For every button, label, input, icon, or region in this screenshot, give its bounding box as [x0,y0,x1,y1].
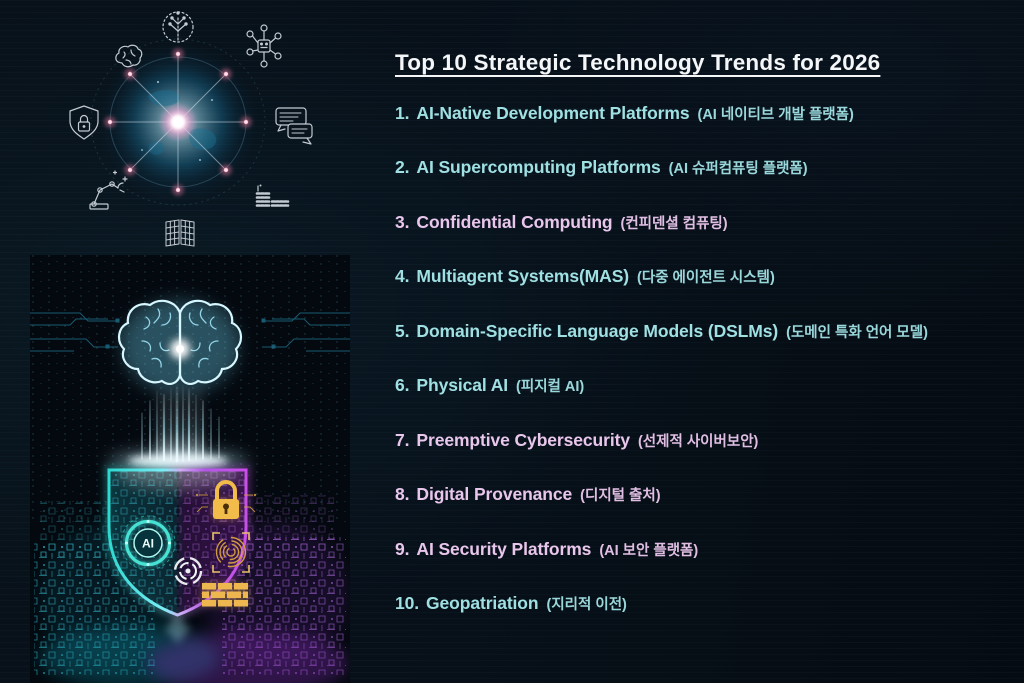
ai-circuit-tree-icon [162,11,194,43]
trend-korean: (피지컬 AI) [516,379,585,396]
trend-korean: (컨피덴셜 컴퓨팅) [620,215,728,232]
rotate-scan-icon [173,556,203,586]
trend-korean: (지리적 이전) [546,596,627,613]
trend-korean: (도메인 특화 언어 모델) [786,324,928,341]
ai-chip-label: AI [142,537,154,551]
firewall-bricks-icon [202,583,248,607]
trend-item-1: 1. AI-Native Development Platforms (AI 네… [395,103,928,157]
trend-name: Domain-Specific Language Models (DSLMs) [416,320,779,341]
trend-name: AI Supercomputing Platforms [416,157,661,178]
trend-item-2: 2. AI Supercomputing Platforms (AI 슈퍼컴퓨팅… [395,157,928,211]
page-title: Top 10 Strategic Technology Trends for 2… [395,50,881,75]
trend-name: Digital Provenance [416,484,573,505]
trend-name: Physical AI [416,375,509,396]
trend-item-4: 4. Multiagent Systems(MAS) (다중 에이전트 시스템) [395,266,928,320]
trend-item-8: 8. Digital Provenance (디지털 출처) [395,484,928,538]
robot-arm-icon [89,170,128,210]
trend-item-7: 7. Preemptive Cybersecurity (선제적 사이버보안) [395,430,928,484]
molecule-network-icon [246,24,282,68]
circuit-traces [30,312,350,352]
trend-number: 5. [395,320,410,341]
chat-bubbles-icon [275,107,313,145]
fingerprint-icon [212,532,250,573]
floor-glow [40,615,348,683]
trend-number: 6. [395,375,410,396]
trend-item-6: 6. Physical AI (피지컬 AI) [395,375,928,429]
hub-node-dots [104,48,252,196]
trend-korean: (AI 슈퍼컴퓨팅 플랫폼) [668,161,808,178]
trend-number: 8. [395,484,410,505]
trend-number: 3. [395,211,410,232]
trend-number: 9. [395,538,410,559]
trend-name: AI-Native Development Platforms [416,103,690,123]
trend-name: Geopatriation [426,592,539,613]
padlock-icon [195,480,257,519]
factory-grid-icon [255,184,290,207]
trend-number: 2. [395,157,410,178]
trend-korean: (AI 보안 플랫폼) [599,542,699,559]
shield-graphic: AI [30,255,350,683]
trend-name: AI Security Platforms [416,538,592,559]
trend-name: Preemptive Cybersecurity [416,429,630,450]
digital-brain [118,299,242,395]
trend-number: 4. [395,266,410,287]
data-streams [108,381,248,474]
ai-chip: AI [120,515,176,571]
trend-korean: (선제적 사이버보안) [637,433,759,450]
trend-number: 7. [395,429,410,450]
trend-item-5: 5. Domain-Specific Language Models (DSLM… [395,321,928,375]
trend-number: 1. [395,103,410,123]
brain-icon [115,44,143,68]
shield-lock-icon [69,105,99,140]
core-flare [134,88,222,156]
trend-name: Confidential Computing [416,211,613,232]
trend-item-10: 10. Geopatriation (지리적 이전) [395,593,928,647]
trend-list: 1. AI-Native Development Platforms (AI 네… [395,103,928,647]
trend-item-3: 3. Confidential Computing (컨피덴셜 컴퓨팅) [395,212,928,266]
trend-korean: (다중 에이전트 시스템) [637,270,775,287]
hub-graphic [30,0,350,250]
trend-item-9: 9. AI Security Platforms (AI 보안 플랫폼) [395,539,928,593]
mesh-grid-icon [165,219,195,247]
trend-korean: (AI 네이티브 개발 플랫폼) [697,107,854,123]
trend-korean: (디지털 출처) [580,488,661,505]
trend-number: 10. [395,592,420,613]
trend-name: Multiagent Systems(MAS) [416,266,629,287]
